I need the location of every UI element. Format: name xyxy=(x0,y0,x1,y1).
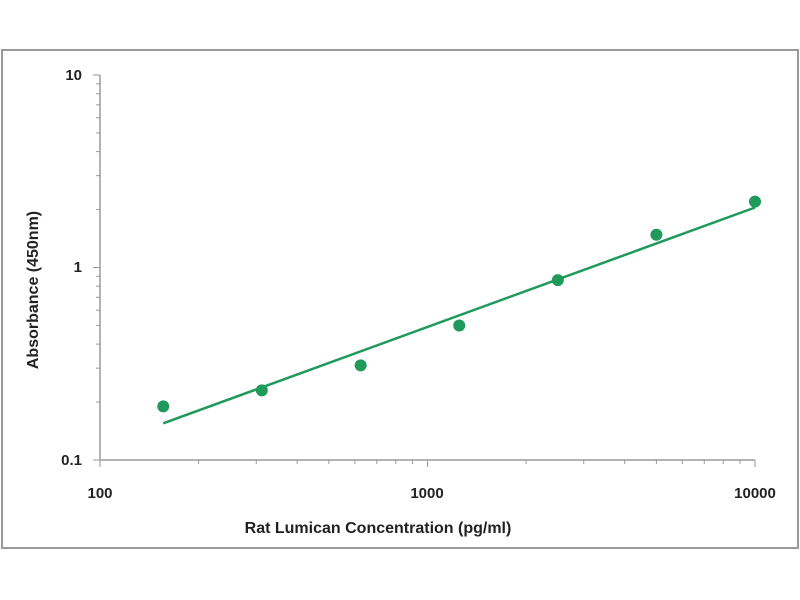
x-tick-label: 100 xyxy=(87,485,112,502)
x-tick-label: 10000 xyxy=(734,485,776,502)
data-point xyxy=(157,400,170,413)
data-point xyxy=(354,359,367,372)
x-tick-label: 1000 xyxy=(410,485,443,502)
plot-area xyxy=(93,74,756,467)
chart-border xyxy=(1,49,799,549)
data-points xyxy=(157,195,761,413)
y-tick-label: 0.1 xyxy=(61,452,82,469)
data-point xyxy=(453,319,466,332)
data-point xyxy=(749,195,761,208)
y-axis-title: Absorbance (450nm) xyxy=(25,211,42,369)
y-tick-label: 10 xyxy=(65,67,82,84)
y-tick-label: 1 xyxy=(74,259,82,276)
x-axis-title: Rat Lumican Concentration (pg/ml) xyxy=(245,520,512,537)
data-point xyxy=(650,228,663,241)
x-minor-ticks xyxy=(99,460,756,467)
data-point xyxy=(551,274,564,287)
y-minor-ticks xyxy=(93,74,100,461)
data-point xyxy=(255,384,268,397)
